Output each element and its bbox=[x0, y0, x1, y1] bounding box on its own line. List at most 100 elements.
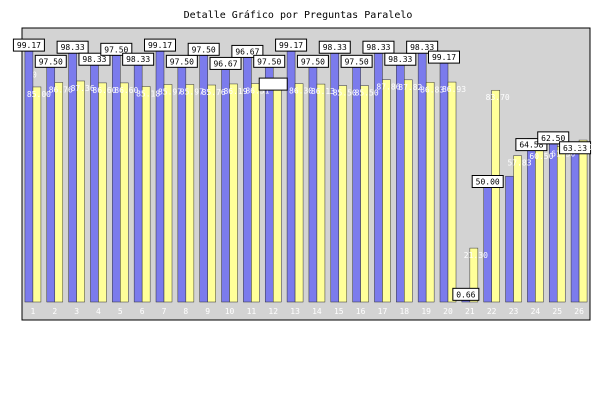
data-label-series-2: 85.18 bbox=[136, 89, 160, 98]
x-tick-label: 19 bbox=[421, 307, 431, 316]
data-label-box bbox=[452, 287, 480, 301]
data-label-series-2: 87.86 bbox=[376, 83, 400, 92]
data-labels: 99.17 85.00 97.50 86.76 98.33 87.36 98.33 86.60… bbox=[12, 38, 597, 301]
bar-series-2 bbox=[556, 146, 566, 303]
empty-label-box bbox=[258, 77, 288, 91]
x-tick-label: 21 bbox=[465, 307, 475, 316]
bar-series-2 bbox=[338, 85, 348, 303]
x-tick-label: 20 bbox=[443, 307, 453, 316]
bar-series-2 bbox=[447, 81, 457, 303]
data-label-box bbox=[209, 56, 242, 70]
data-label-series-2: 86.93 bbox=[442, 85, 466, 94]
data-label-series-2: 85.76 bbox=[202, 88, 226, 97]
data-label-series-2: 83.70 bbox=[486, 93, 510, 102]
bar-series-2 bbox=[163, 84, 173, 303]
bar-series-1 bbox=[570, 141, 580, 303]
bar-series-2 bbox=[469, 247, 479, 303]
data-label: 99.17 bbox=[17, 41, 41, 50]
data-label-box bbox=[144, 38, 176, 52]
data-label-box bbox=[187, 42, 220, 56]
x-tick-label: 6 bbox=[140, 307, 145, 316]
bar-series-group bbox=[24, 50, 588, 303]
data-label-series-2: 86.60 bbox=[92, 86, 116, 95]
x-tick-label: 13 bbox=[290, 307, 300, 316]
data-label-box bbox=[428, 50, 460, 64]
x-tick-label: 23 bbox=[509, 307, 519, 316]
bar-series-2 bbox=[578, 139, 588, 303]
data-label: 97.50 bbox=[104, 45, 128, 54]
data-label: 97.50 bbox=[301, 57, 325, 66]
data-label-series-2: 21.30 bbox=[464, 251, 488, 260]
data-label: 98.33 bbox=[82, 55, 106, 64]
bar-series-1 bbox=[505, 175, 514, 303]
bar-series-2 bbox=[491, 89, 500, 303]
data-label: 98.33 bbox=[126, 55, 150, 64]
chart-title: Detalle Gráfico por Preguntas Paralelo bbox=[184, 9, 413, 21]
x-tick-label: 22 bbox=[487, 307, 497, 316]
data-label-box bbox=[78, 52, 111, 66]
x-tick-label: 10 bbox=[225, 307, 235, 316]
x-axis: 1 2 3 4 5 6 7 8 9 10 11 12 13 14 15 16 17 18 19 20 21 22 23 24 2… bbox=[31, 307, 585, 316]
x-tick-label: 1 bbox=[31, 307, 36, 316]
data-label: 96.67 bbox=[213, 59, 237, 68]
data-label-series-2: 64.00 bbox=[573, 143, 597, 152]
data-label-series-2: 85.97 bbox=[180, 87, 204, 96]
x-tick-label: 9 bbox=[205, 307, 210, 316]
bar-series-2 bbox=[294, 83, 304, 303]
x-tick-label: 18 bbox=[399, 307, 409, 316]
data-label: 97.50 bbox=[345, 57, 369, 66]
bar-series-2 bbox=[535, 148, 544, 303]
data-label: 63.33 bbox=[563, 144, 587, 153]
x-tick-label: 2 bbox=[52, 307, 57, 316]
data-label-series-2: 85.50 bbox=[333, 89, 357, 98]
bar-series-2 bbox=[382, 79, 391, 303]
bar-series-2 bbox=[229, 83, 238, 303]
data-label: 99.17 bbox=[279, 41, 303, 50]
data-label-series-2: 86.31 bbox=[245, 87, 269, 96]
data-label-box bbox=[122, 52, 155, 66]
data-label-box bbox=[231, 44, 264, 58]
bar-series-2 bbox=[76, 80, 85, 303]
data-label-series-2: 86.60 bbox=[114, 86, 138, 95]
data-label: 98.33 bbox=[323, 43, 347, 52]
data-label-box bbox=[559, 141, 592, 155]
data-label-series-2: 87.82 bbox=[398, 83, 422, 92]
data-label-box bbox=[275, 38, 308, 52]
bar-series-2 bbox=[32, 86, 42, 303]
plot-area bbox=[21, 27, 591, 321]
data-label-box bbox=[100, 42, 133, 56]
x-tick-label: 3 bbox=[74, 307, 79, 316]
data-label-series-2: 86.19 bbox=[223, 87, 247, 96]
bar-series-2 bbox=[360, 85, 369, 303]
data-label-series-2: 86.13 bbox=[311, 87, 335, 96]
bar-series-2 bbox=[316, 83, 326, 303]
data-label-box bbox=[56, 40, 89, 54]
data-label: 64.58 bbox=[519, 141, 543, 150]
data-label: 96.67 bbox=[235, 47, 259, 56]
bar-series-2 bbox=[207, 84, 216, 303]
bar-series-2 bbox=[98, 82, 107, 303]
data-label: 98.33 bbox=[366, 43, 390, 52]
data-label: 99.17 bbox=[432, 53, 456, 62]
data-label-box bbox=[253, 54, 286, 68]
data-label-box bbox=[406, 40, 439, 54]
data-label: 98.33 bbox=[61, 43, 85, 52]
data-label-box bbox=[471, 175, 504, 188]
data-label: 97.50 bbox=[39, 57, 63, 66]
data-label-series-2: 57.83 bbox=[507, 159, 531, 168]
x-tick-label: 24 bbox=[531, 307, 541, 316]
bar-series-2 bbox=[513, 155, 522, 303]
bar-series-2 bbox=[272, 85, 282, 303]
bar-series-1 bbox=[548, 143, 558, 303]
bar-series-2 bbox=[404, 79, 413, 303]
data-label: 97.50 bbox=[170, 57, 194, 66]
x-tick-label: 5 bbox=[118, 307, 123, 316]
x-tick-label: 12 bbox=[268, 307, 278, 316]
data-label: 98.33 bbox=[410, 43, 434, 52]
x-tick-label: 25 bbox=[552, 307, 562, 316]
x-tick-label: 8 bbox=[183, 307, 188, 316]
data-label-series-2: 86.83 bbox=[420, 85, 444, 94]
data-label-box bbox=[537, 131, 570, 145]
x-tick-label: 11 bbox=[247, 307, 257, 316]
